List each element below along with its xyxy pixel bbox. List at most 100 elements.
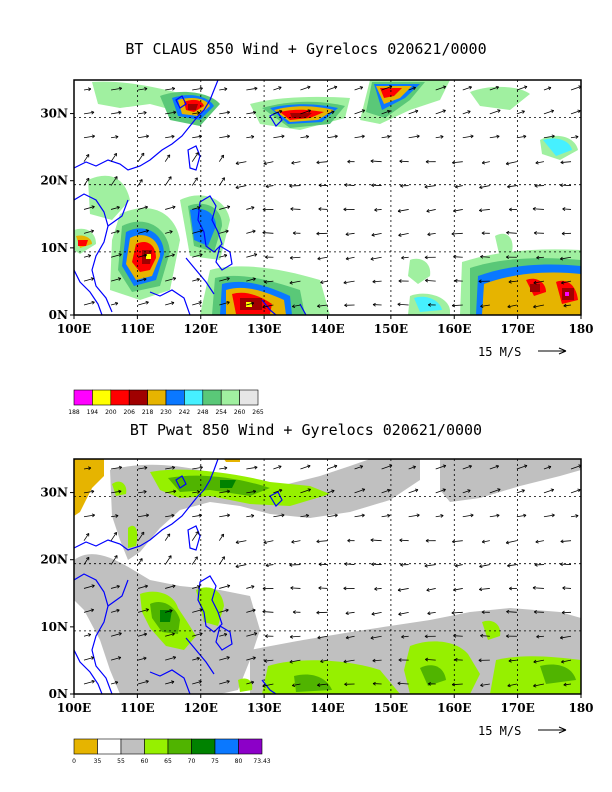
wind-vector <box>370 635 382 639</box>
wind-vector-head <box>115 135 119 139</box>
wind-vector <box>489 488 501 494</box>
wind-vector-head <box>262 683 266 688</box>
wind-vector <box>138 514 149 518</box>
wind-vector <box>164 176 172 186</box>
wind-vector <box>453 209 463 212</box>
wind-vector-head <box>235 161 239 166</box>
wind-vector-head <box>199 465 203 470</box>
wind-vector <box>219 585 230 589</box>
wind-vector-head <box>290 586 294 590</box>
wind-vector-head <box>453 633 457 638</box>
wind-vector-head <box>398 658 402 662</box>
wind-vector-head <box>172 655 177 660</box>
wind-vector <box>397 303 409 306</box>
wind-vector <box>435 515 444 518</box>
wind-vector <box>516 110 525 115</box>
x-tick-label: 130E <box>247 701 281 715</box>
wind-vector <box>561 659 572 663</box>
wind-vector-head <box>113 152 118 157</box>
wind-vector-head <box>481 539 486 544</box>
wind-vector <box>543 135 555 139</box>
wind-vector <box>110 206 120 210</box>
panel-1-wind-vectors <box>83 85 582 309</box>
wind-vector-head <box>533 280 537 285</box>
wind-vector-head <box>171 134 175 139</box>
wind-vector <box>138 88 148 91</box>
wind-vector <box>462 489 471 494</box>
wind-vector <box>165 656 176 661</box>
wind-vector <box>370 256 382 260</box>
wind-vector-head <box>307 85 311 90</box>
wind-vector-head <box>470 134 474 139</box>
wind-vector <box>138 206 148 210</box>
colorbar-label: 35 <box>94 758 102 765</box>
wind-vector <box>489 86 499 91</box>
wind-vector <box>165 277 176 282</box>
wind-vector-head <box>196 277 200 282</box>
x-tick-label: 150E <box>374 701 408 715</box>
wind-vector-head <box>331 489 335 494</box>
colorbar-label: 73.43 <box>253 758 270 765</box>
wind-vector-head <box>453 208 457 213</box>
wind-vector <box>273 86 282 91</box>
wind-vector-head <box>307 109 311 113</box>
wind-vector-head <box>427 611 431 616</box>
colorbar-label: 248 <box>197 409 209 416</box>
wind-vector-head <box>226 300 230 305</box>
wind-vector-head <box>199 229 203 233</box>
wind-vector <box>480 256 490 258</box>
wind-vector-head <box>562 207 566 211</box>
colorbar-swatch <box>220 389 240 406</box>
wind-vector-head <box>480 254 484 259</box>
wind-vector-head <box>262 207 266 212</box>
wind-vector-head <box>279 488 283 493</box>
wind-vector-head <box>265 563 269 568</box>
wind-vector <box>138 254 147 258</box>
wind-vector-head <box>169 230 173 234</box>
colorbar-label: 194 <box>87 409 99 416</box>
wind-vector <box>165 633 175 637</box>
wind-vector-head <box>523 464 528 469</box>
wind-vector-head <box>397 209 401 213</box>
wind-vector-head <box>252 656 256 660</box>
wind-vector <box>264 659 274 662</box>
wind-vector <box>543 110 554 115</box>
wind-vector <box>516 86 528 91</box>
wind-vector <box>354 109 365 115</box>
wind-vector-head <box>196 490 201 494</box>
wind-vector-head <box>478 658 482 663</box>
wind-vector <box>219 633 228 637</box>
wind-vector <box>408 489 419 494</box>
wind-vector <box>165 302 175 306</box>
x-tick-label: 130E <box>247 322 281 336</box>
wind-vector <box>480 683 490 686</box>
wind-vector-head <box>371 183 375 188</box>
wind-vector <box>354 514 365 518</box>
wind-vector-head <box>226 205 231 209</box>
wind-vector <box>246 609 256 613</box>
wind-vector-head <box>523 134 527 139</box>
wind-vector <box>381 86 393 91</box>
wind-vector-head <box>361 109 366 113</box>
wind-vector <box>327 135 338 139</box>
wind-vector <box>83 467 91 470</box>
wind-vector <box>452 540 463 543</box>
wind-vector <box>138 112 147 115</box>
wind-vector <box>83 657 94 661</box>
wind-vector <box>246 111 256 115</box>
wind-vector <box>165 490 177 494</box>
wind-vector-head <box>561 280 565 285</box>
wind-vector <box>246 230 256 234</box>
wind-vector <box>219 206 230 210</box>
wind-vector-head <box>361 134 365 139</box>
wind-vector-head <box>316 160 320 165</box>
wind-vector-head <box>442 464 447 469</box>
wind-vector-head <box>91 205 95 209</box>
wind-vector-head <box>114 301 119 306</box>
wind-vector-head <box>414 488 419 493</box>
wind-vector <box>560 161 572 163</box>
wind-vector <box>479 588 490 590</box>
wind-vector-head <box>199 86 203 91</box>
wind-vector-head <box>496 134 500 139</box>
